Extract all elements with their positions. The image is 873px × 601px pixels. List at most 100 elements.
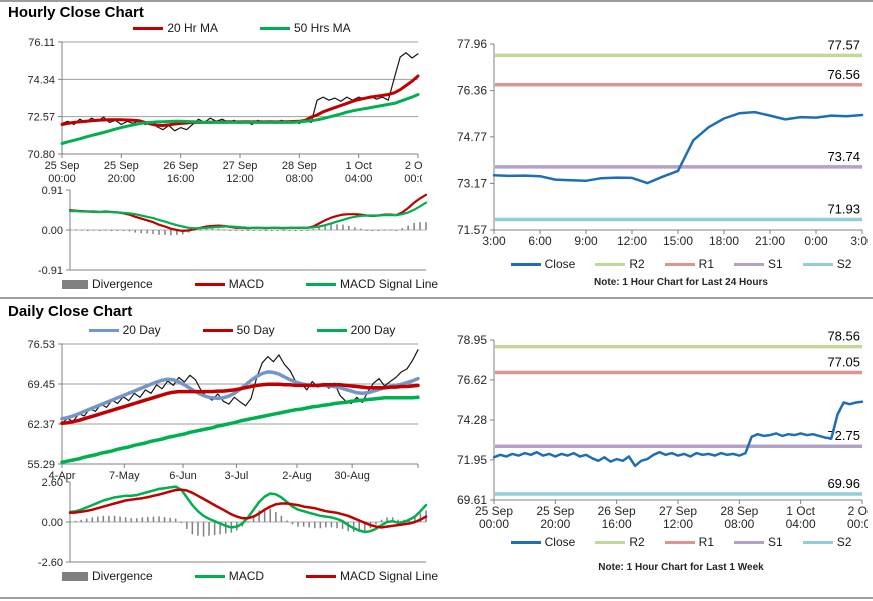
legend-item-close: Close [510,535,576,549]
y-tick-label: 77.96 [457,37,487,51]
x-tick-label: 0:00 [804,234,828,248]
hourly-macd-legend: Divergence MACD MACD Signal Line [6,276,438,292]
x-tick-label: 2-Aug [282,470,311,482]
x-tick-label: 27 Sep 12:00 [223,160,258,185]
pivot-label-s2: 69.96 [827,476,860,491]
y-tick-label: 71.95 [457,453,487,467]
legend-label: R1 [698,257,714,271]
y-tick-label: 0.00 [42,225,63,237]
legend-label: Close [544,535,576,549]
weekly-pivot-note: Note: 1 Hour Chart for Last 1 Week [598,562,764,573]
macd-signal-line-line [68,201,428,230]
line-swatch-icon [306,574,337,578]
hourly-pivot-chart: 71.57 73.17 74.77 76.36 77.96 3:00 6:00 9:00 12:… [438,34,868,288]
y-tick-label: -2.60 [38,557,63,568]
section-divider [0,297,873,299]
hourly-macd-plot: -0.91 0.00 0.91 [14,184,430,276]
legend-item-divergence: Divergence [62,569,153,583]
legend-label: MACD [228,277,265,291]
y-tick-label: 73.17 [457,176,487,190]
legend-label: S2 [836,535,852,549]
20-hr-ma-line [60,74,420,127]
x-tick-label: 1 Oct 04:00 [345,160,373,185]
pivot-label-r2: 77.57 [827,37,860,52]
hourly_close-canvas: 70.80 72.57 74.34 76.11 25 Sep 00:00 25 Sep 20:… [27,37,422,185]
daily-close-chart: 20 Day 50 Day 200 Day 55.29 62.37 69.45 76.53… [6,322,422,488]
line-swatch-icon [133,26,164,30]
x-tick-label: 28 Sep 08:00 [720,504,758,531]
x-tick-label: 18:00 [709,234,739,248]
legend-label: S2 [836,257,852,271]
daily-section-title: Daily Close Chart [8,303,133,320]
legend-item-macd: MACD [194,277,265,291]
y-tick-label: 76.53 [27,339,55,351]
line-swatch-icon [194,574,225,578]
x-tick-label: 2 Oct00:00 [404,160,422,185]
legend-item-s2: S2 [802,535,852,549]
y-tick-label: 74.28 [457,413,487,427]
line-swatch-icon [595,540,626,544]
200-day-line [60,395,420,464]
x-tick-label: 30-Aug [334,470,369,482]
x-tick-label: 25 Sep 20:00 [536,504,574,531]
hourly-close-legend: 20 Hr MA 50 Hrs MA [6,20,422,36]
top-divider [0,0,873,2]
legend-item-s2: S2 [802,257,852,271]
legend-item-20-hr-ma: 20 Hr MA [133,21,218,35]
daily-macd-plot: -2.60 0.00 2.60 [14,474,430,568]
weekly_pivot-canvas: 69.61 71.95 74.28 76.62 78.95 25 Sep 00:00 25 S… [457,329,868,531]
50-hrs-ma-line [60,93,420,145]
legend-label: MACD Signal Line [340,277,439,291]
daily-close-plot: 55.29 62.37 69.45 76.53 4-Apr 7-May 6-Jun 3-Jul… [6,338,422,488]
weekly-pivot-chart: 69.61 71.95 74.28 76.62 78.95 25 Sep 00:00 25 S… [438,328,868,573]
y-tick-label: 76.62 [457,373,487,387]
y-tick-label: 2.60 [42,477,63,489]
legend-label: MACD [228,569,265,583]
y-tick-label: 72.57 [27,112,55,124]
line-swatch-icon [260,26,290,30]
line-swatch-icon [802,262,833,266]
legend-item-r1: R1 [664,257,714,271]
daily-close-legend: 20 Day 50 Day 200 Day [6,322,422,338]
daily-macd-legend: Divergence MACD MACD Signal Line [6,568,438,584]
line-swatch-icon [510,540,541,544]
y-tick-label: 76.36 [457,84,487,98]
daily-macd-chart: -2.60 0.00 2.60 Divergence MACD MACD Signal … [6,474,438,584]
pivot-label-s2: 71.93 [827,202,860,217]
legend-item-s1: S1 [734,535,783,549]
legend-item-20-day: 20 Day [88,323,161,337]
x-tick-label: 4-Apr [49,470,76,482]
y-tick-label: 76.11 [28,37,55,49]
x-tick-label: 6-Jun [169,470,197,482]
y-tick-label: 74.34 [27,74,55,86]
x-tick-label: 15:00 [663,234,693,248]
x-tick-label: 26 Sep 16:00 [598,504,636,531]
line-swatch-icon [202,328,233,332]
legend-item-macd-signal-line: MACD Signal Line [306,277,438,291]
x-tick-label: 25 Sep 20:00 [104,160,139,185]
weekly-pivot-legend: Close R2 R1 S1 S2 [438,534,868,550]
hourly_macd-canvas: -0.91 0.00 0.91 [38,185,428,276]
pivot-label-r2: 78.56 [827,329,860,344]
line-swatch-icon [734,262,764,266]
x-tick-label: 9:00 [574,234,598,248]
pivot-label-r1: 76.56 [827,67,860,82]
daily_macd-canvas: -2.60 0.00 2.60 [38,477,428,568]
hourly-macd-chart: -0.91 0.00 0.91 Divergence MACD MACD Signal … [6,184,438,292]
y-tick-label: 69.61 [457,493,487,507]
legend-label: S1 [768,257,783,271]
close-line [492,110,864,185]
legend-label: S1 [768,535,783,549]
legend-item-divergence: Divergence [62,277,153,291]
y-tick-label: -0.91 [38,265,63,276]
line-swatch-icon [306,282,337,286]
daily_close-canvas: 55.29 62.37 69.45 76.53 4-Apr 7-May 6-Jun 3-Jul… [27,339,420,482]
x-tick-label: 7-May [109,470,140,482]
hourly-pivot-note: Note: 1 Hour Chart for Last 24 Hours [594,277,768,288]
legend-label: 200 Day [350,323,396,337]
bar-swatch-icon [62,571,88,581]
x-tick-label: 28 Sep 08:00 [282,160,317,185]
hourly-close-chart: 20 Hr MA 50 Hrs MA 70.80 72.57 74.34 76.11 25… [6,20,422,188]
legend-label: 50 Hrs MA [294,21,351,35]
divergence-bars [69,508,427,537]
